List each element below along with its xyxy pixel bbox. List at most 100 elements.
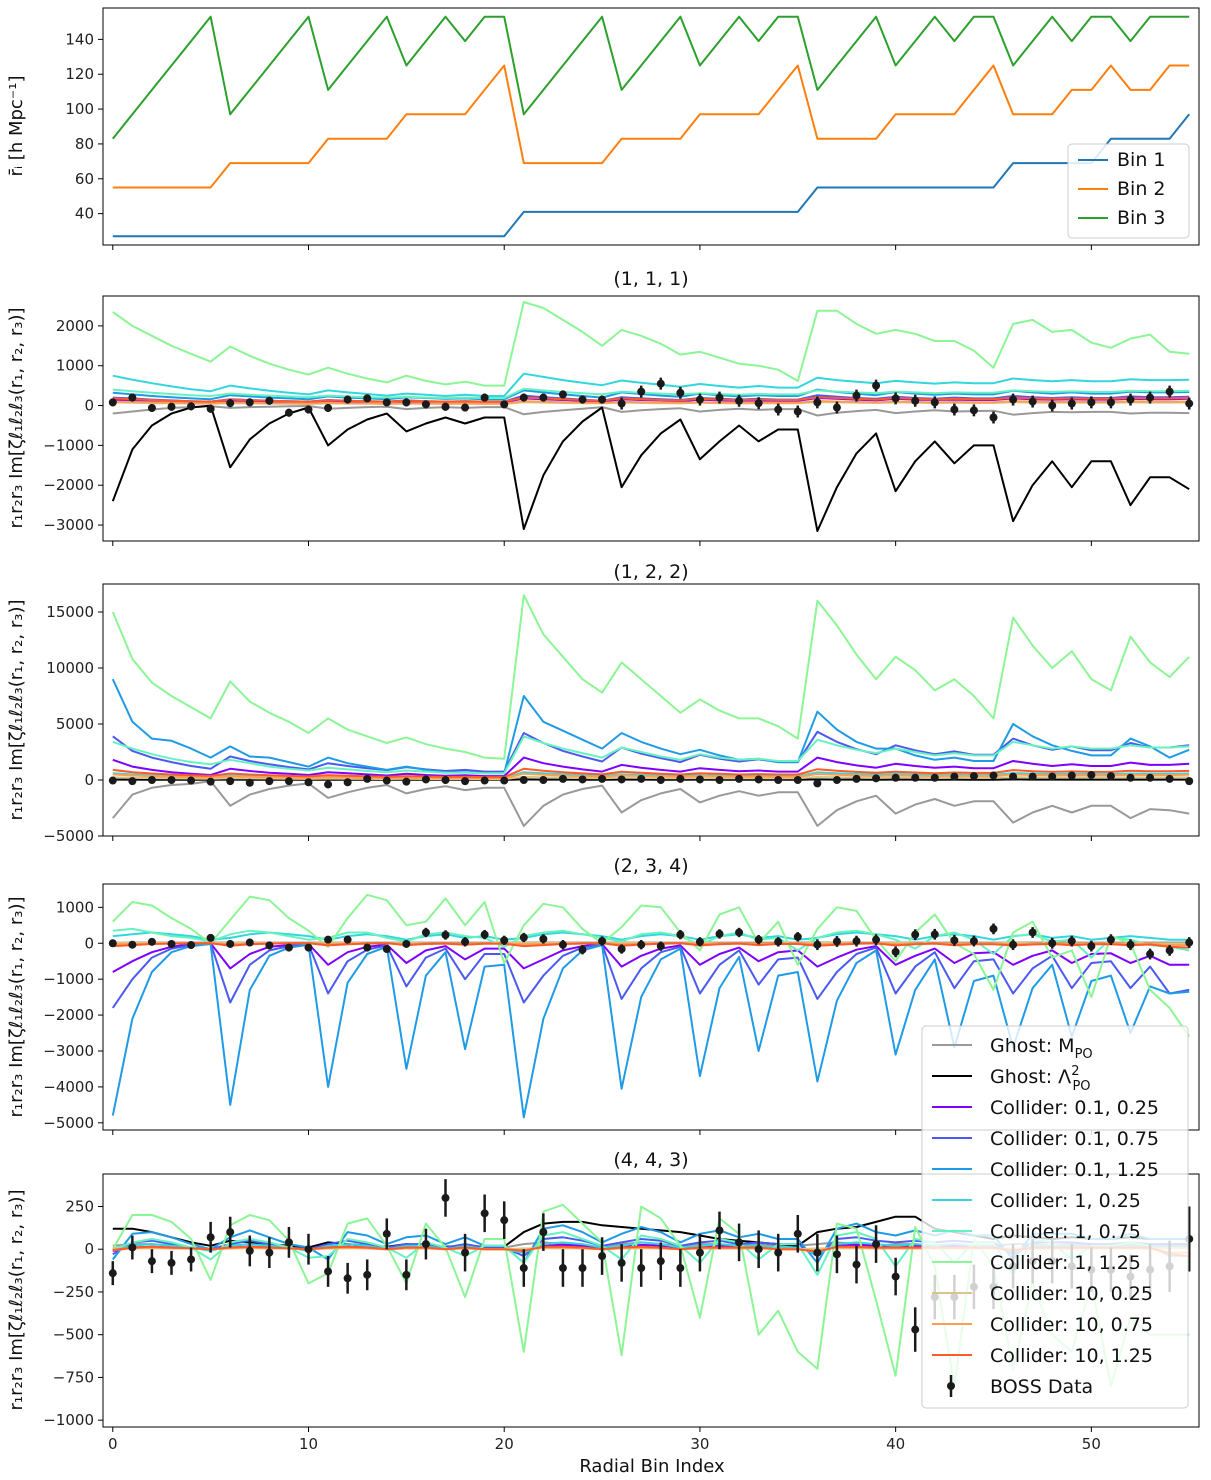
y-tick-label: 1000 [56, 357, 94, 375]
y-tick-label: 0 [84, 1240, 94, 1258]
data-point [539, 393, 548, 402]
data-point [911, 930, 920, 939]
data-point [1067, 937, 1076, 946]
data-point [539, 1228, 548, 1237]
y-tick-label: 5000 [56, 715, 94, 733]
data-point [441, 930, 450, 939]
data-point [715, 1226, 724, 1235]
data-point [1165, 387, 1174, 396]
legend-label: Collider: 0.1, 0.25 [990, 1097, 1159, 1119]
data-point [363, 774, 372, 783]
data-point [402, 1270, 411, 1279]
data-point [637, 387, 646, 396]
y-tick-label: −5000 [43, 827, 94, 845]
data-point [304, 943, 313, 952]
series-line-c-1-025 [112, 931, 1190, 941]
y-tick-label: 100 [65, 100, 94, 118]
data-point [715, 393, 724, 402]
data-point [108, 939, 117, 948]
data-point [989, 771, 998, 780]
data-point [911, 1325, 920, 1334]
data-point [324, 780, 333, 789]
data-point [715, 929, 724, 938]
panel-title: (4, 4, 3) [613, 1149, 688, 1171]
series-line-c-01-075 [112, 730, 1190, 773]
data-point [304, 405, 313, 414]
data-point [480, 930, 489, 939]
y-tick-label: −500 [53, 1326, 94, 1344]
data-point [872, 1240, 881, 1249]
data-point [891, 947, 900, 956]
legend-label: Collider: 1, 0.25 [990, 1190, 1141, 1212]
data-point [872, 381, 881, 390]
data-point [1185, 938, 1194, 947]
data-point [735, 774, 744, 783]
data-point [206, 933, 215, 942]
data-point [1067, 399, 1076, 408]
data-point [969, 937, 978, 946]
series-line-bin2 [112, 64, 1190, 189]
y-tick-label: 80 [75, 135, 94, 153]
series-line-ghost-mpo [112, 780, 1190, 827]
series-line-bin3 [112, 15, 1190, 140]
plot-frame [102, 295, 1200, 542]
data-point [441, 1193, 450, 1202]
data-point [1106, 772, 1115, 781]
x-tick-label: 40 [886, 1435, 905, 1453]
data-point [813, 940, 822, 949]
legend-label: Collider: 0.1, 0.75 [990, 1128, 1159, 1150]
data-point [695, 395, 704, 404]
series-line-c-1-125 [111, 594, 1190, 760]
data-point [852, 1260, 861, 1269]
panel-3: −5000 0 5000 10000 15000 (1, 2, 2) r₁r₂r₃ Im[ζ… [6, 561, 1200, 845]
data-point [480, 1209, 489, 1218]
data-point [1126, 940, 1135, 949]
data-point [421, 928, 430, 937]
data-point [265, 941, 274, 950]
data-point [304, 1245, 313, 1254]
legend-box [921, 1025, 1189, 1409]
y-tick-label: −2000 [43, 476, 94, 494]
data-point [519, 776, 528, 784]
data-point [167, 939, 176, 948]
data-point [500, 400, 509, 409]
data-point [265, 777, 274, 786]
legend-label: Collider: 0.1, 1.25 [990, 1159, 1159, 1181]
data-point [774, 776, 783, 784]
data-point [461, 1248, 470, 1257]
data-point [911, 773, 920, 782]
data-point [754, 1245, 763, 1254]
data-point [108, 1269, 117, 1278]
panel-2: −3000 −2000 −1000 0 1000 2000 (1, 1, 1) r₁r₂r₃ … [6, 268, 1200, 546]
y-tick-label: 15000 [46, 603, 94, 621]
data-point [813, 1248, 822, 1257]
y-tick-label: −3000 [43, 1042, 94, 1060]
data-point [637, 774, 646, 783]
legend-label: BOSS Data [990, 1376, 1093, 1398]
data-point [1067, 771, 1076, 780]
data-point [735, 396, 744, 405]
data-point [1146, 773, 1155, 782]
series-line-c-10-125 [112, 767, 1190, 779]
data-point [187, 402, 196, 411]
data-point [461, 777, 470, 786]
data-point [226, 399, 235, 408]
legend-swatch-point [947, 1382, 955, 1390]
data-point [147, 937, 156, 946]
data-point [108, 776, 117, 785]
data-point [1146, 950, 1155, 959]
data-point [695, 1248, 704, 1257]
data-point [1028, 772, 1037, 781]
data-point [382, 945, 391, 954]
y-tick-label: −1000 [43, 1411, 94, 1429]
x-tick-label: 30 [690, 1435, 709, 1453]
data-point [324, 935, 333, 944]
panel-title: (1, 2, 2) [613, 561, 688, 583]
data-point [891, 773, 900, 782]
data-point [578, 395, 587, 404]
data-point [324, 403, 333, 412]
data-point [382, 776, 391, 785]
data-point [1009, 395, 1018, 404]
x-tick-label: 0 [108, 1435, 118, 1453]
